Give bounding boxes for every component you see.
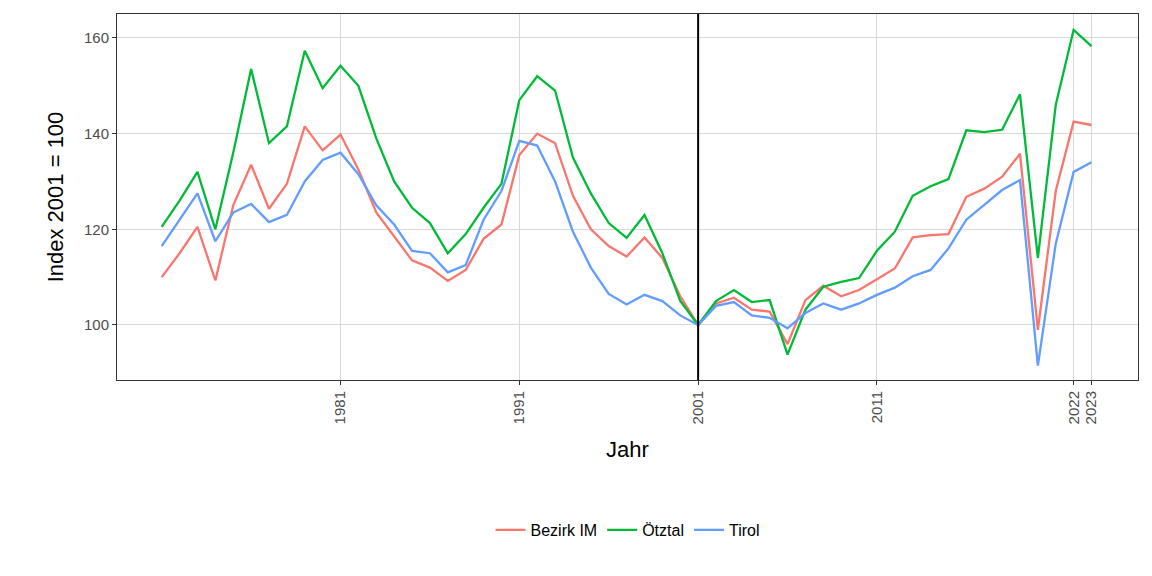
svg-text:1991: 1991 — [510, 391, 527, 424]
svg-text:Index 2001 = 100: Index 2001 = 100 — [43, 112, 68, 283]
svg-text:140: 140 — [84, 125, 109, 142]
svg-text:Jahr: Jahr — [606, 437, 649, 462]
svg-text:100: 100 — [84, 316, 109, 333]
svg-text:160: 160 — [84, 29, 109, 46]
svg-text:2023: 2023 — [1082, 391, 1099, 424]
svg-text:Bezirk IM: Bezirk IM — [531, 522, 598, 539]
svg-text:2022: 2022 — [1065, 391, 1082, 424]
svg-text:1981: 1981 — [331, 391, 348, 424]
svg-text:Ötztal: Ötztal — [642, 522, 684, 539]
svg-text:120: 120 — [84, 221, 109, 238]
svg-text:2011: 2011 — [868, 391, 885, 423]
svg-text:2001: 2001 — [689, 391, 706, 424]
svg-text:Tirol: Tirol — [729, 522, 760, 539]
